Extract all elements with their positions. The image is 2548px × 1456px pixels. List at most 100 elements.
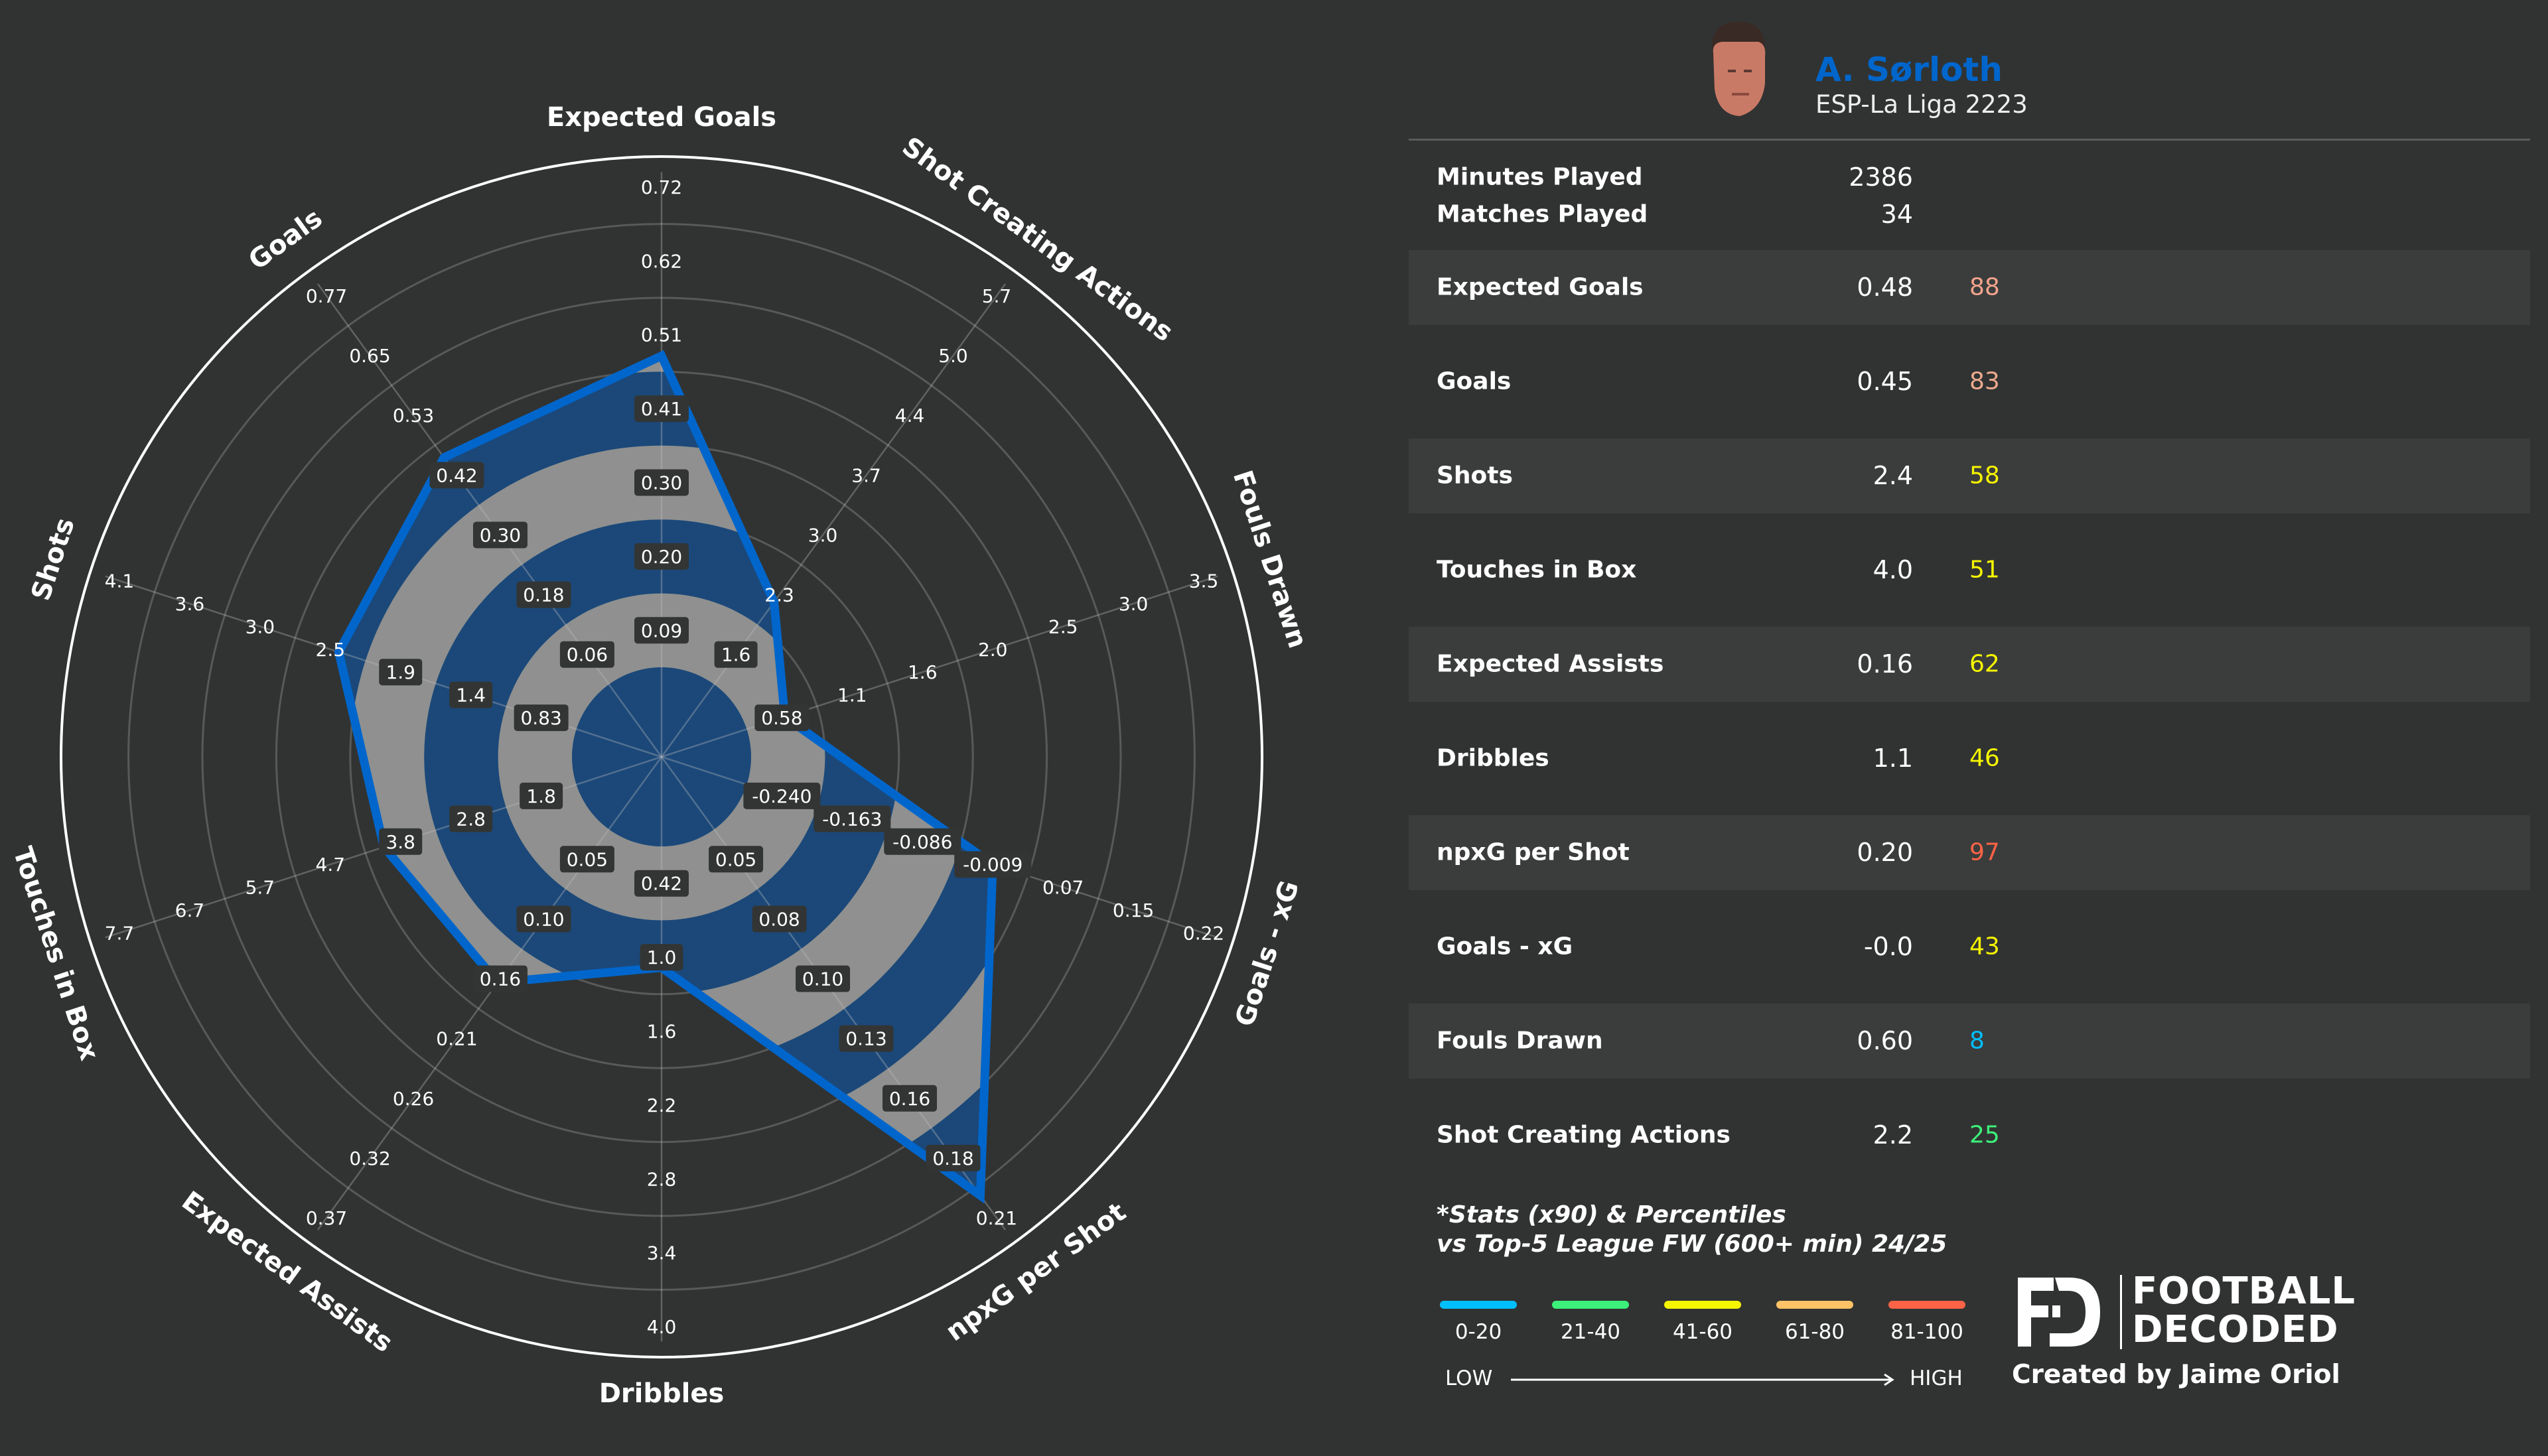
stat-value: 2.2 <box>1873 1120 1913 1150</box>
tick-label: 4.7 <box>316 854 346 876</box>
stat-percentile: 46 <box>1969 744 2000 772</box>
tick-label: 0.21 <box>436 1028 477 1050</box>
tick-label: 1.1 <box>837 685 867 706</box>
stat-percentile: 83 <box>1969 367 2000 395</box>
tick-label: 0.07 <box>1042 877 1084 899</box>
tick-label: 0.26 <box>393 1088 434 1110</box>
tick-label: 2.5 <box>316 639 346 661</box>
tick-label-background <box>884 828 961 855</box>
tick-label-background <box>709 846 764 873</box>
tick-label: 1.9 <box>386 661 415 683</box>
stat-label: Fouls Drawn <box>1437 1027 1603 1055</box>
axis-label: Dribbles <box>599 1378 725 1409</box>
tick-label-background <box>379 828 423 855</box>
tick-label: 7.7 <box>105 922 135 944</box>
tick-label: 0.62 <box>641 250 682 272</box>
player-headshot <box>1712 21 1766 116</box>
radar-chart: 0.09 0.20 0.30 0.41 0.51 0.62 0.72 Expected Goa… <box>7 102 1312 1409</box>
tick-label: 1.0 <box>647 947 677 968</box>
tick-label: 1.6 <box>647 1021 677 1043</box>
tick-label: 3.7 <box>851 464 881 486</box>
tick-label-background <box>634 870 689 897</box>
footnote-line-1: *Stats (x90) & Percentiles <box>1437 1201 1786 1228</box>
stat-value: 0.45 <box>1857 367 1913 396</box>
footnote-line-2: vs Top-5 League FW (600+ min) 24/25 <box>1437 1230 1947 1258</box>
tick-label: 3.5 <box>1189 570 1219 592</box>
tick-label-background <box>559 846 614 873</box>
tick-label: 0.13 <box>845 1028 886 1050</box>
tick-label-background <box>514 704 569 732</box>
tick-label: 0.10 <box>523 908 564 930</box>
axis-label: Goals - xG <box>1230 877 1305 1030</box>
radar-center-circle <box>572 667 751 846</box>
tick-label-background <box>714 641 758 668</box>
tick-label: 0.53 <box>393 405 434 427</box>
tick-label: 1.8 <box>526 785 556 807</box>
tick-label: 3.6 <box>175 593 205 615</box>
tick-label-background <box>379 659 423 686</box>
tick-label: 4.1 <box>105 570 135 592</box>
tick-label-background <box>752 905 807 933</box>
tick-label: 0.58 <box>761 707 802 729</box>
minutes-played-value: 2386 <box>1849 163 1913 192</box>
legend-swatch <box>1440 1301 1517 1309</box>
stat-value: 1.1 <box>1873 744 1913 773</box>
tick-label: 0.30 <box>480 524 521 546</box>
tick-label-background <box>634 543 689 570</box>
stat-value: 0.16 <box>1857 649 1913 679</box>
tick-label: 1.4 <box>456 685 486 706</box>
tick-label: 0.42 <box>436 464 477 486</box>
legend-swatch <box>1888 1301 1965 1309</box>
tick-label: 0.18 <box>523 584 564 606</box>
grid-ring <box>127 223 1196 1291</box>
tick-label: 4.4 <box>895 405 925 427</box>
stat-percentile: 62 <box>1969 650 2000 678</box>
tick-label: 2.8 <box>456 808 486 830</box>
legend-label: 0-20 <box>1454 1320 1502 1344</box>
axis-label: Expected Goals <box>547 102 776 133</box>
tick-label: 4.0 <box>647 1316 677 1338</box>
stat-row-background <box>1409 438 2530 513</box>
stat-value: 2.4 <box>1873 461 1913 490</box>
minutes-played-label: Minutes Played <box>1437 163 1643 191</box>
low-to-high-arrow <box>1511 1373 1894 1386</box>
legend-label: 41-60 <box>1672 1320 1733 1344</box>
tick-label-background <box>634 617 689 644</box>
tick-label: -0.009 <box>963 854 1023 876</box>
axis-label: Shots <box>26 514 81 604</box>
tick-label: 0.08 <box>758 908 800 930</box>
stat-label: Touches in Box <box>1437 556 1637 584</box>
tick-label-background <box>449 805 493 832</box>
stat-label: Expected Assists <box>1437 650 1664 678</box>
stat-percentile: 8 <box>1969 1027 1985 1055</box>
tick-label: -0.086 <box>892 831 952 853</box>
stat-label: npxG per Shot <box>1437 838 1630 866</box>
tick-label: 1.6 <box>908 661 938 683</box>
tick-label: 5.0 <box>938 345 968 367</box>
matches-played-value: 34 <box>1880 200 1913 229</box>
legend-swatch <box>1776 1301 1853 1309</box>
legend-swatch <box>1552 1301 1629 1309</box>
stat-label: Expected Goals <box>1437 273 1644 301</box>
tick-label: 0.30 <box>641 472 682 494</box>
tick-label: 2.0 <box>978 639 1008 661</box>
header-divider <box>1409 139 2530 141</box>
tick-label-background <box>516 905 571 933</box>
tick-label: 0.65 <box>349 345 390 367</box>
stat-label: Goals <box>1437 367 1512 395</box>
stat-row-background <box>1409 815 2530 890</box>
tick-label-background <box>926 1144 981 1171</box>
radar-spoke <box>660 283 1007 758</box>
tick-label-background <box>839 1025 894 1052</box>
tick-label-background <box>520 782 563 809</box>
grid-ring <box>201 297 1122 1217</box>
axis-label: Shot Creating Actions <box>896 131 1178 348</box>
legend-label: 81-100 <box>1890 1320 1963 1344</box>
stat-row-background <box>1409 1004 2530 1079</box>
stat-percentile: 51 <box>1969 556 2000 584</box>
stat-label: Shots <box>1437 462 1513 490</box>
tick-label: 0.16 <box>480 968 521 990</box>
tick-label: 3.4 <box>647 1242 677 1264</box>
football-decoded-logo-icon <box>2018 1275 2122 1349</box>
tick-label: 3.0 <box>808 524 838 546</box>
